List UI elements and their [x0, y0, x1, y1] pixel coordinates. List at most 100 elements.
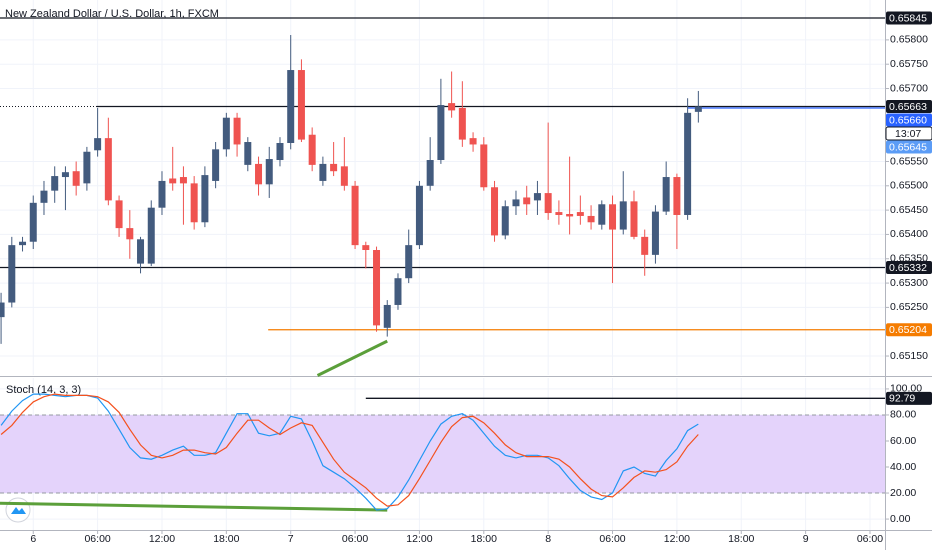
price-label-box — [886, 11, 932, 25]
x-tick-label: 7 — [288, 533, 294, 545]
candle-body — [587, 215, 595, 223]
x-tick-label: 9 — [803, 533, 809, 545]
candle-body — [179, 177, 187, 184]
stoch-line — [0, 393, 699, 507]
candle-body — [19, 241, 27, 246]
candle-body — [533, 193, 541, 201]
candle-body — [287, 70, 295, 143]
y-tick-label: 80.00 — [890, 409, 916, 421]
band-layer — [0, 414, 885, 494]
candle-body — [51, 176, 59, 191]
candle-body — [609, 204, 617, 230]
y-tick-label: 0.65550 — [890, 155, 928, 167]
candle-body — [694, 106, 702, 112]
candle-body — [598, 204, 606, 225]
y-tick-label: 0.65750 — [890, 58, 928, 70]
candle-body — [255, 163, 263, 185]
candle-body — [619, 201, 627, 230]
candle-body — [501, 206, 509, 236]
x-tick-label: 18:00 — [728, 533, 754, 545]
x-tick-label: 12:00 — [149, 533, 175, 545]
candle-body — [233, 117, 241, 145]
marks-layer — [0, 35, 702, 511]
candle-body — [469, 138, 477, 145]
trend-line — [316, 339, 388, 377]
candle-body — [555, 212, 563, 215]
candle-body — [115, 200, 123, 229]
x-tick-label: 12:00 — [406, 533, 432, 545]
price-label: 0.65645 — [889, 141, 927, 153]
candle-body — [684, 112, 692, 215]
candle-body — [566, 214, 574, 217]
x-tick-label: 06:00 — [84, 533, 110, 545]
y-tick-label: 0.65500 — [890, 180, 928, 192]
y-tick-label: 0.65400 — [890, 228, 928, 240]
candle-body — [662, 177, 670, 212]
x-tick-label: 06:00 — [857, 533, 883, 545]
price-label-box — [886, 261, 932, 275]
candle-body — [673, 177, 681, 215]
candle-body — [308, 134, 316, 165]
trend-line — [0, 501, 388, 512]
candle-body — [297, 70, 305, 140]
logo-mark — [11, 507, 26, 514]
candle-body — [94, 138, 102, 151]
candle-body — [169, 178, 177, 184]
price-label: 0.65660 — [889, 114, 927, 126]
candle-body — [61, 172, 69, 178]
candle-body — [8, 245, 16, 303]
candle-body — [523, 197, 531, 205]
candle-body — [265, 159, 273, 185]
candle-body — [40, 190, 48, 203]
candle-body — [137, 239, 145, 264]
y-tick-label: 100.00 — [890, 383, 922, 395]
candle-body — [72, 171, 80, 186]
price-label-box — [886, 113, 932, 127]
candle-body — [576, 212, 584, 216]
candle-body — [222, 117, 230, 150]
price-label-box — [886, 391, 932, 405]
candle-body — [126, 228, 134, 240]
candle-body — [630, 201, 638, 237]
countdown-box — [885, 126, 932, 141]
candle-body — [330, 163, 338, 172]
price-label-box — [886, 100, 932, 114]
candle-body — [426, 160, 434, 186]
candle-body — [491, 187, 499, 236]
x-tick-label: 6 — [30, 533, 36, 545]
price-label-box — [886, 140, 932, 154]
candle-body — [415, 185, 423, 246]
price-label-box — [886, 323, 932, 337]
candle-body — [641, 236, 649, 255]
stoch-line — [0, 393, 699, 511]
x-tick-label: 06:00 — [342, 533, 368, 545]
candle-body — [104, 138, 112, 201]
candle-body — [201, 175, 209, 223]
y-tick-label: 20.00 — [890, 487, 916, 499]
x-tick-label: 06:00 — [599, 533, 625, 545]
y-tick-label: 0.65450 — [890, 204, 928, 216]
candle-body — [512, 199, 520, 207]
candle-body — [373, 250, 381, 326]
y-tick-label: 60.00 — [890, 435, 916, 447]
candle-body — [340, 166, 348, 186]
price-label: 0.65663 — [889, 101, 927, 113]
y-tick-label: 0.65700 — [890, 82, 928, 94]
candle-body — [383, 304, 391, 328]
candle-body — [244, 142, 252, 165]
price-label: 0.65204 — [889, 324, 927, 336]
y-tick-label: 0.65150 — [890, 350, 928, 362]
price-label: 92.79 — [889, 393, 915, 405]
y-tick-label: 0.00 — [890, 513, 911, 525]
price-label: 0.65845 — [889, 12, 927, 24]
candle-body — [437, 105, 445, 161]
candle-body — [394, 278, 402, 305]
candle-body — [544, 193, 552, 214]
candle-body — [190, 183, 198, 223]
y-tick-label: 0.65250 — [890, 301, 928, 313]
candle-body — [158, 180, 166, 208]
logo[interactable] — [5, 497, 31, 523]
candle-body — [319, 163, 327, 181]
candle-body — [480, 144, 488, 188]
